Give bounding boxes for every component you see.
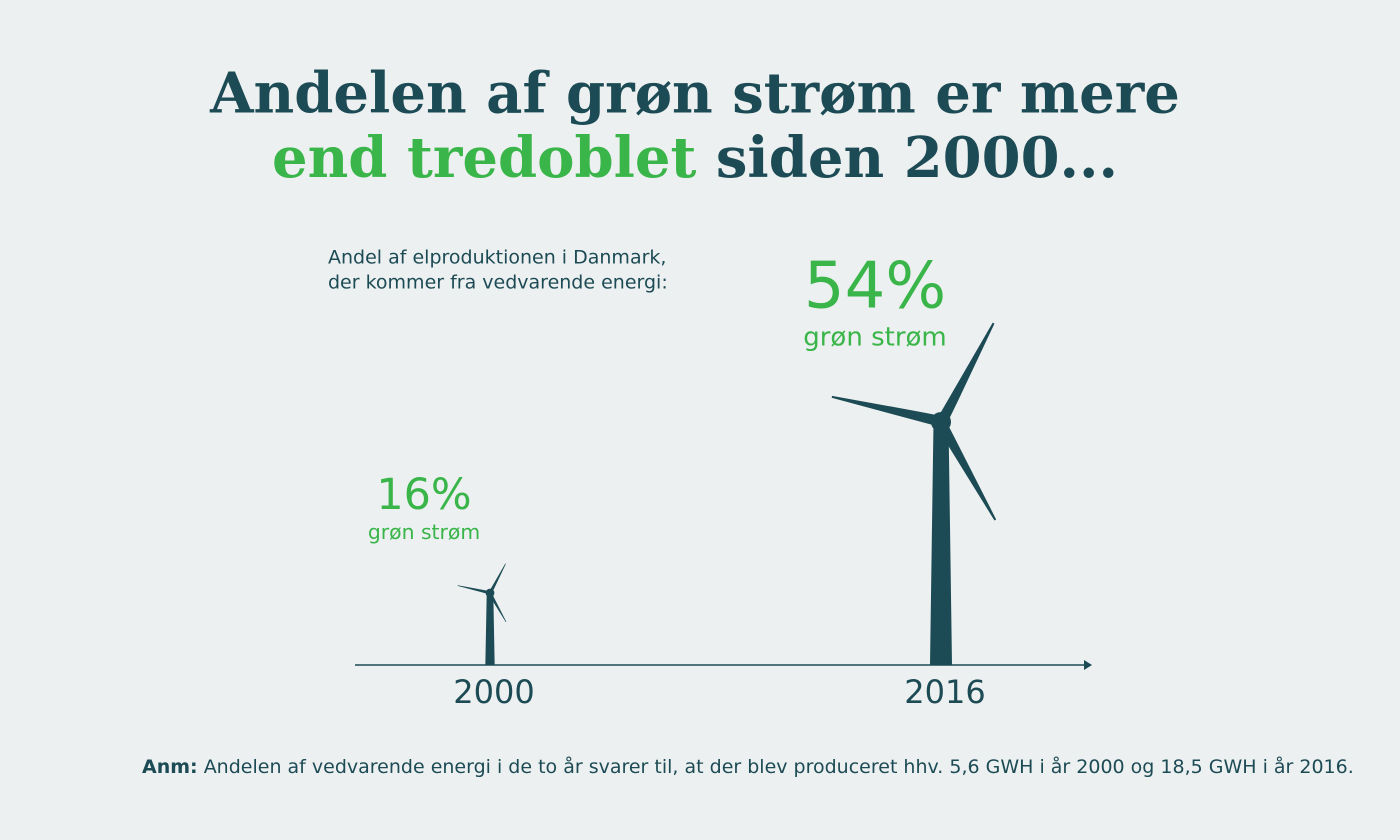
x-tick-label: 2000 (453, 673, 534, 711)
blade (935, 419, 997, 521)
hub (485, 588, 495, 598)
value-label: 16% (376, 470, 471, 520)
x-tick-label: 2016 (904, 673, 985, 711)
value-label: 54% (804, 250, 946, 324)
blade (488, 592, 507, 623)
title-highlight: end tredoblet (272, 125, 697, 191)
blade (488, 563, 506, 594)
note-lead: Anm: (142, 756, 198, 778)
value-caption: grøn strøm (368, 520, 480, 544)
title-rest: siden 2000... (716, 125, 1118, 191)
hub (931, 412, 951, 432)
blade (831, 395, 943, 427)
subtitle: der kommer fra vedvarende energi: (328, 272, 668, 294)
subtitle: Andel af elproduktionen i Danmark, (328, 247, 666, 269)
turbine (831, 322, 997, 665)
tower (930, 422, 952, 665)
note-text: Andelen af vedvarende energi i de to år … (204, 755, 1354, 778)
turbine (457, 563, 507, 665)
axis-arrow (1084, 660, 1092, 670)
tower (485, 593, 495, 665)
value-caption: grøn strøm (803, 323, 947, 353)
chart-title-line: end tredoblet siden 2000... (272, 125, 1118, 191)
note: Anm: Andelen af vedvarende energi i de t… (142, 755, 1354, 778)
blade (457, 585, 491, 595)
blade (936, 322, 995, 425)
chart-title: Andelen af grøn strøm er mere (209, 61, 1180, 127)
